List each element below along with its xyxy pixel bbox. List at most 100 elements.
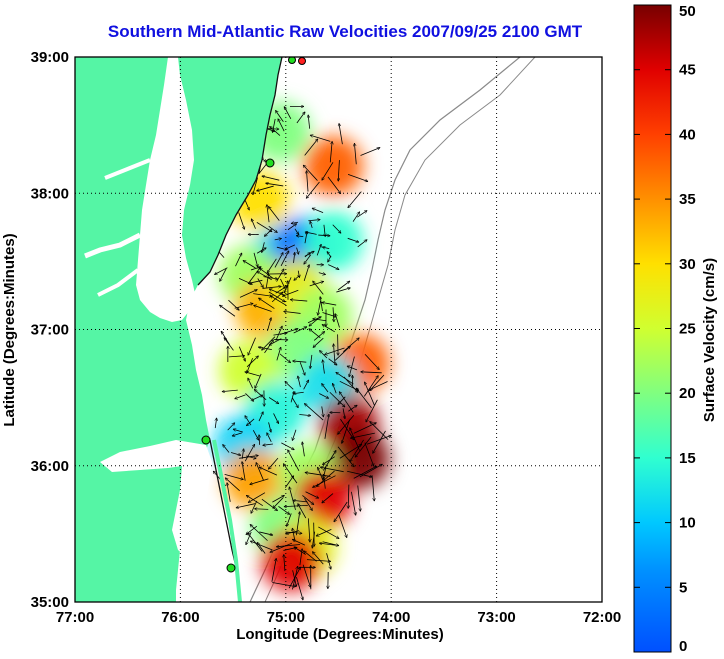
- velocity-arrow: [238, 278, 253, 284]
- velocity-arrow: [220, 331, 230, 345]
- velocity-arrow: [360, 147, 381, 156]
- velocity-arrow: [337, 446, 354, 467]
- velocity-arrow: [256, 222, 272, 233]
- velocity-arrow: [310, 135, 331, 142]
- velocity-arrow: [287, 450, 300, 471]
- velocity-arrow: [343, 338, 359, 352]
- velocity-arrow: [302, 564, 310, 588]
- radar-station: [288, 57, 296, 64]
- velocity-arrow: [224, 474, 244, 479]
- velocity-arrow: [324, 347, 345, 355]
- velocity-arrow: [238, 212, 245, 229]
- velocity-arrow: [348, 484, 349, 509]
- velocity-arrow: [288, 567, 302, 589]
- velocity-arrow: [338, 514, 347, 538]
- colorbar-tick-label: 10: [679, 515, 696, 532]
- velocity-arrow: [285, 381, 294, 390]
- velocity-arrow: [347, 366, 358, 371]
- velocity-arrow: [253, 305, 272, 312]
- velocity-arrow: [371, 475, 374, 501]
- velocity-arrow: [303, 165, 318, 181]
- velocity-arrow: [228, 299, 239, 310]
- coastline: [197, 57, 283, 286]
- velocity-arrow: [258, 412, 263, 422]
- velocity-arrow: [303, 380, 310, 390]
- velocity-arrow: [296, 511, 299, 536]
- velocity-arrow: [320, 296, 323, 312]
- velocity-arrow: [349, 439, 364, 462]
- velocity-arrow: [275, 110, 284, 122]
- velocity-arrow: [299, 549, 302, 566]
- velocity-arrow: [274, 238, 282, 239]
- velocity-arrow: [262, 176, 280, 181]
- velocity-arrow: [322, 493, 334, 504]
- velocity-arrow: [245, 372, 261, 377]
- velocity-arrow: [267, 317, 271, 332]
- velocity-patch: [329, 428, 390, 489]
- velocity-arrow: [265, 273, 268, 288]
- velocity-arrow: [312, 319, 327, 322]
- velocity-arrow: [291, 222, 299, 223]
- velocity-arrow: [342, 408, 345, 419]
- velocity-arrow: [255, 373, 262, 389]
- velocity-arrow: [284, 554, 285, 572]
- colorbar-tick-label: 25: [679, 321, 696, 338]
- velocity-arrow: [298, 376, 301, 388]
- velocity-arrow: [355, 436, 372, 457]
- colorbar-tick-label: 15: [679, 450, 696, 467]
- colorbar-tick-label: 40: [679, 126, 696, 143]
- velocity-arrow: [342, 419, 351, 444]
- velocity-arrow: [306, 559, 331, 562]
- velocity-vectors: [213, 106, 391, 600]
- velocity-arrow: [304, 254, 312, 265]
- x-tick-label: 72:00: [583, 609, 621, 626]
- velocity-arrow: [284, 505, 308, 506]
- velocity-arrow: [298, 270, 299, 278]
- velocity-arrow: [296, 236, 304, 237]
- velocity-arrow: [292, 429, 297, 441]
- velocity-arrow: [259, 435, 260, 445]
- velocity-arrow: [304, 231, 307, 244]
- velocity-arrow: [278, 506, 289, 514]
- velocity-arrow: [310, 221, 313, 228]
- velocity-arrow: [263, 276, 279, 280]
- river: [84, 232, 142, 259]
- velocity-arrow: [357, 485, 361, 512]
- velocity-arrow: [306, 181, 320, 198]
- velocity-arrow: [275, 285, 289, 294]
- velocity-arrow: [263, 444, 274, 445]
- radar-station: [226, 563, 236, 573]
- velocity-arrow: [339, 443, 362, 459]
- colorbar-tick-label: 45: [679, 62, 696, 79]
- velocity-arrow: [328, 358, 338, 366]
- velocity-arrow: [223, 444, 230, 453]
- x-tick-label: 77:00: [56, 609, 94, 626]
- velocity-arrow: [214, 267, 228, 275]
- velocity-arrow: [233, 429, 244, 433]
- velocity-arrow: [268, 422, 272, 432]
- velocity-arrow: [363, 375, 378, 397]
- velocity-arrow: [338, 160, 339, 181]
- velocity-arrow: [248, 337, 256, 356]
- gridlines: [75, 57, 602, 602]
- velocity-arrow: [313, 281, 324, 295]
- x-tick-label: 73:00: [477, 609, 515, 626]
- velocity-arrow: [222, 389, 238, 392]
- colorbar-tick-label: 30: [679, 256, 696, 273]
- colorbar-tick-label: 20: [679, 385, 696, 402]
- velocity-arrow: [272, 494, 284, 503]
- velocity-arrow: [284, 277, 292, 293]
- velocity-arrow: [270, 295, 287, 306]
- velocity-arrow: [286, 513, 292, 526]
- velocity-arrow: [270, 542, 293, 552]
- velocity-arrow: [250, 478, 269, 485]
- velocity-arrow: [320, 467, 344, 473]
- velocity-arrow: [310, 354, 313, 369]
- colorbar-ticks: 0 5 10 15 20 25 30 35 40 45 50: [634, 3, 696, 655]
- velocity-arrow: [299, 415, 311, 416]
- radar-station: [201, 435, 211, 445]
- velocity-arrow: [361, 372, 382, 373]
- velocity-arrow: [268, 291, 285, 303]
- velocity-arrow: [246, 418, 255, 426]
